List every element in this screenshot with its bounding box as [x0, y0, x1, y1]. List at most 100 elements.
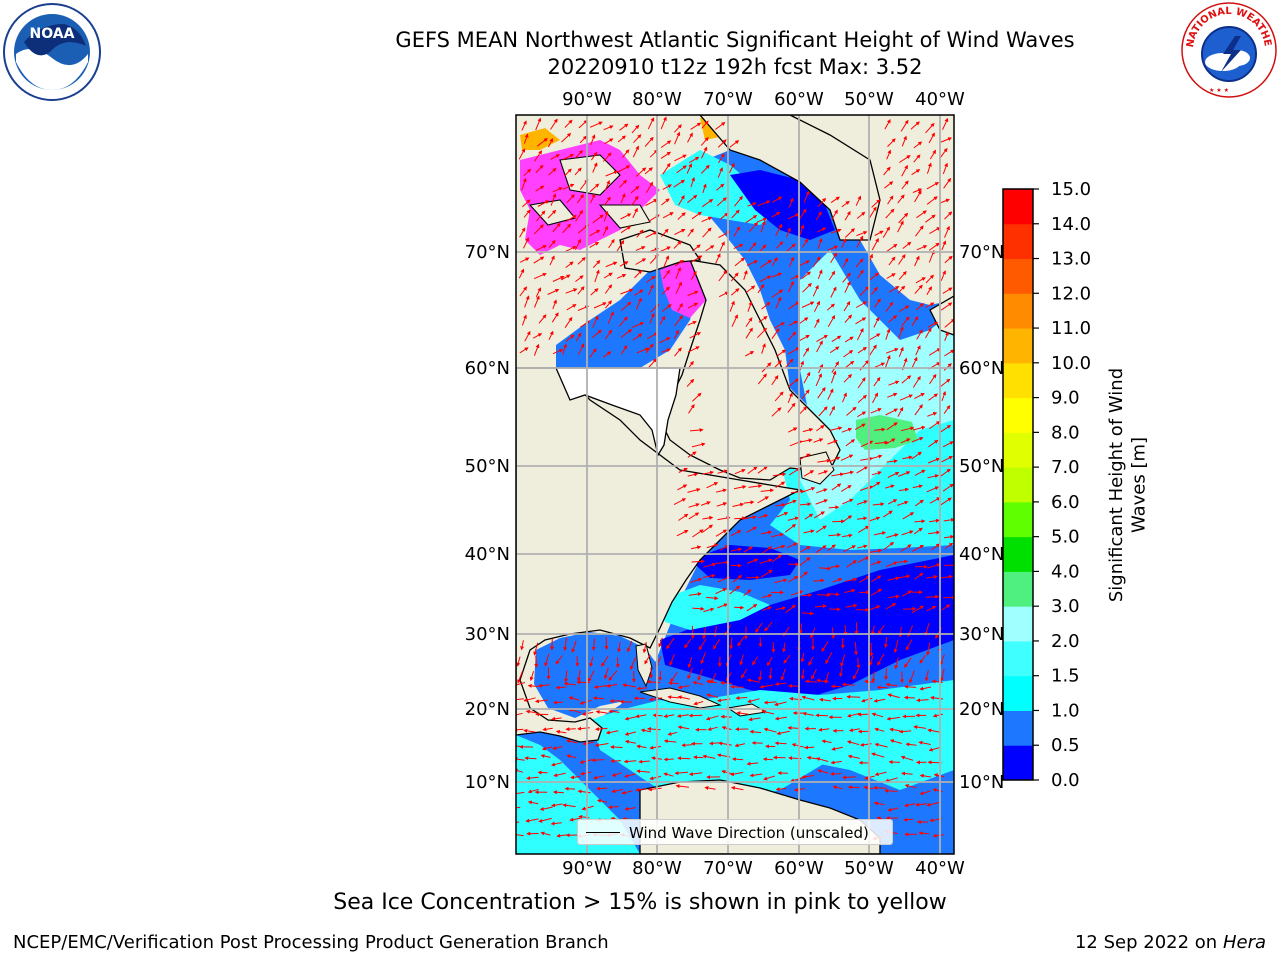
wave-arrow-712	[814, 604, 827, 609]
wave-arrow-416	[761, 343, 766, 354]
wave-arrow-484	[885, 408, 898, 416]
wave-arrow-980	[821, 739, 832, 744]
wave-arrow-842	[622, 683, 636, 688]
wave-arrow-249	[855, 258, 864, 268]
wave-arrow-69	[635, 167, 647, 177]
wave-arrow-87	[589, 183, 600, 193]
wave-arrow-1013	[847, 754, 860, 759]
wave-arrow-856	[816, 678, 829, 683]
wave-arrow-244	[788, 256, 794, 268]
wave-arrow-551	[733, 485, 747, 490]
wave-arrow-752	[666, 637, 675, 650]
wave-arrow-572	[743, 500, 755, 505]
legend: Wind Wave Direction (unscaled)	[577, 819, 893, 845]
wave-arrow-547	[677, 484, 688, 491]
wave-arrow-514	[942, 441, 954, 448]
wave-arrow-236	[663, 255, 670, 268]
wave-arrow-588	[688, 512, 700, 520]
wave-arrow-756	[729, 637, 734, 650]
wave-arrow-390	[787, 331, 797, 341]
wave-arrow-366	[844, 314, 853, 323]
wave-arrow-659	[870, 560, 882, 566]
wave-arrow-476	[771, 407, 782, 417]
wave-arrow-819	[740, 668, 748, 679]
wave-arrow-477	[787, 402, 796, 413]
wave-arrow-554	[775, 481, 786, 489]
wave-arrow-14	[715, 122, 726, 130]
lat-label-right-3: 40°N	[959, 544, 1004, 565]
wave-arrow-705	[717, 603, 728, 609]
wave-arrow-793	[808, 656, 814, 666]
wave-arrow-479	[818, 406, 828, 417]
wave-arrow-303	[771, 289, 784, 298]
wave-arrow-118	[747, 202, 757, 207]
wave-arrow-257	[533, 272, 547, 280]
wave-arrow-1047	[884, 777, 898, 783]
wave-arrow-852	[759, 684, 774, 689]
wave-arrow-443	[911, 356, 918, 368]
wave-arrow-520	[860, 456, 874, 461]
wave-arrow-571	[732, 502, 745, 507]
wave-arrow-977	[774, 741, 787, 746]
lon-label-bottom-3: 60°W	[774, 858, 824, 879]
wave-arrow-566	[942, 483, 954, 492]
wave-arrow-621	[873, 531, 887, 536]
wave-arrow-317	[534, 295, 540, 308]
wave-arrow-220	[871, 238, 879, 251]
wave-arrow-287	[535, 287, 541, 298]
wave-arrow-748	[617, 641, 622, 653]
wave-arrow-158	[868, 206, 877, 219]
wave-arrow-873	[619, 699, 633, 704]
wave-arrow-832	[924, 670, 929, 682]
wave-arrow-364	[814, 318, 820, 328]
wave-arrow-10	[660, 116, 667, 130]
footer-date: 12 Sep 2022 on Hera	[1075, 932, 1266, 953]
lon-label-bottom-4: 50°W	[844, 858, 894, 879]
wave-arrow-425	[885, 347, 899, 354]
wave-arrow-619	[841, 533, 853, 538]
wave-arrow-267	[675, 266, 681, 279]
wave-arrow-348	[564, 316, 573, 328]
wave-arrow-591	[734, 516, 747, 521]
wave-arrow-567	[673, 498, 687, 506]
wave-arrow-271	[743, 270, 748, 280]
wave-arrow-215	[802, 238, 809, 248]
wave-arrow-300	[730, 288, 740, 296]
wave-arrow-227	[533, 256, 545, 264]
wave-arrow-312	[897, 285, 906, 294]
wave-arrow-453	[843, 373, 852, 383]
wave-arrow-587	[678, 513, 689, 521]
wave-arrow-481	[846, 406, 857, 416]
wave-arrow-508	[860, 440, 874, 448]
wave-arrow-172	[636, 229, 644, 238]
wave-arrow-161	[916, 210, 927, 219]
wave-arrow-618	[828, 532, 842, 537]
wave-arrow-327	[677, 302, 683, 312]
axis-labels: 90°W 90°W 80°W 80°W 70°W 70°W 60°W 60°W 50°W 50°W…	[465, 89, 1005, 879]
wave-arrow-537	[818, 470, 829, 475]
wave-arrow-78	[901, 164, 908, 177]
wave-arrow-368	[873, 316, 880, 328]
florida	[635, 643, 653, 688]
wave-arrow-493	[829, 426, 843, 431]
colorbar-segment-3	[1003, 640, 1033, 677]
wave-arrow-801	[919, 654, 927, 664]
colorbar-tick-label-10: 8.0	[1051, 422, 1080, 443]
lat-label-left-1: 60°N	[465, 358, 510, 379]
wave-arrow-524	[911, 451, 922, 460]
wave-arrow-585	[929, 497, 941, 504]
wave-arrow-519	[840, 454, 854, 461]
wave-arrow-675	[832, 577, 843, 583]
wave-arrow-355	[659, 315, 666, 325]
wave-arrow-783	[669, 653, 675, 666]
wave-arrow-28	[633, 134, 642, 144]
wave-arrow-134	[536, 210, 546, 222]
wave-arrow-98	[901, 180, 909, 190]
wave-arrow-913	[748, 717, 761, 722]
wave-arrow-39	[928, 132, 935, 144]
wave-arrow-202	[616, 239, 625, 252]
wave-arrow-1010	[806, 755, 817, 760]
wave-arrow-335	[813, 300, 820, 313]
wave-arrow-62	[535, 164, 544, 174]
wave-arrow-109	[620, 193, 626, 204]
